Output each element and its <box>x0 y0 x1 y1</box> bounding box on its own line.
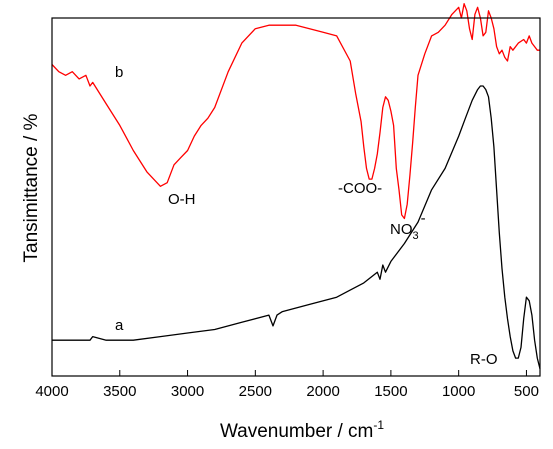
series-a-line <box>52 85 541 369</box>
x-tick-label: 1500 <box>374 383 407 400</box>
x-tick-label: 4000 <box>35 383 68 400</box>
ro-peak-label: R-O <box>470 351 498 368</box>
x-tick-label: 2000 <box>306 383 339 400</box>
x-tick-label: 3500 <box>103 383 136 400</box>
no3-subscript: 3 <box>413 230 419 242</box>
oh-peak-label: O-H <box>168 191 196 208</box>
plot-frame <box>51 17 541 377</box>
coo-peak-label: -COO- <box>338 180 382 197</box>
y-axis-title: Tansimittance / % <box>21 113 42 262</box>
x-tick-label: 2500 <box>239 383 272 400</box>
series-b-line <box>51 3 540 220</box>
series-a-label: a <box>115 317 124 334</box>
no3-peak-label: NO3- <box>390 210 426 242</box>
series-layer <box>51 3 541 369</box>
x-tick-label: 3000 <box>171 383 204 400</box>
x-tick-label: 500 <box>514 383 539 400</box>
x-tick-label: 1000 <box>442 383 475 400</box>
x-tick-layer: 4000 3500 3000 2500 2000 1500 1000 500 <box>35 370 539 400</box>
x-axis-title: Wavenumber / cm-1 <box>220 418 384 442</box>
x-axis-title-superscript: -1 <box>373 418 384 432</box>
no3-superscript: - <box>421 210 426 227</box>
series-b-label: b <box>115 64 123 81</box>
